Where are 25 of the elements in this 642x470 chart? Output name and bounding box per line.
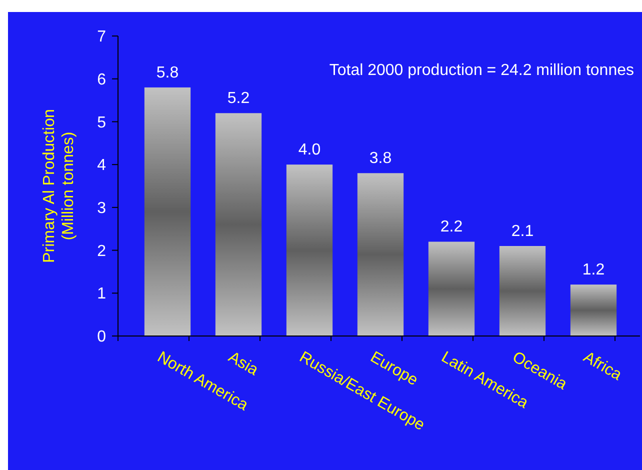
data-label: 2.2: [440, 218, 463, 236]
y-tick-label: 4: [97, 157, 106, 174]
y-tick-label: 2: [97, 242, 106, 260]
y-tick-label: 5: [97, 114, 106, 132]
data-label: 5.8: [156, 64, 179, 82]
data-label: 2.1: [511, 223, 534, 240]
bar: [428, 242, 475, 336]
y-tick-label: 0: [97, 328, 106, 346]
y-tick-label: 1: [97, 286, 106, 303]
y-axis-title: Primary Al Production (Million tonnes): [41, 109, 77, 263]
bar: [144, 87, 191, 336]
data-label: 4.0: [298, 142, 321, 159]
annotation: Total 2000 production = 24.2 million tonnes: [329, 62, 634, 79]
data-label: 3.8: [369, 150, 392, 168]
y-tick-label: 7: [97, 28, 106, 46]
bar: [570, 284, 617, 336]
x-tick-label: Asia: [225, 348, 261, 380]
y-tick-label: 6: [97, 71, 106, 88]
y-tick-label: 3: [97, 200, 106, 218]
data-label: 5.2: [227, 90, 250, 108]
bar: [357, 173, 404, 336]
bar: [499, 246, 546, 336]
bar: [286, 164, 333, 336]
data-label: 1.2: [582, 262, 605, 279]
bar: [215, 113, 262, 336]
